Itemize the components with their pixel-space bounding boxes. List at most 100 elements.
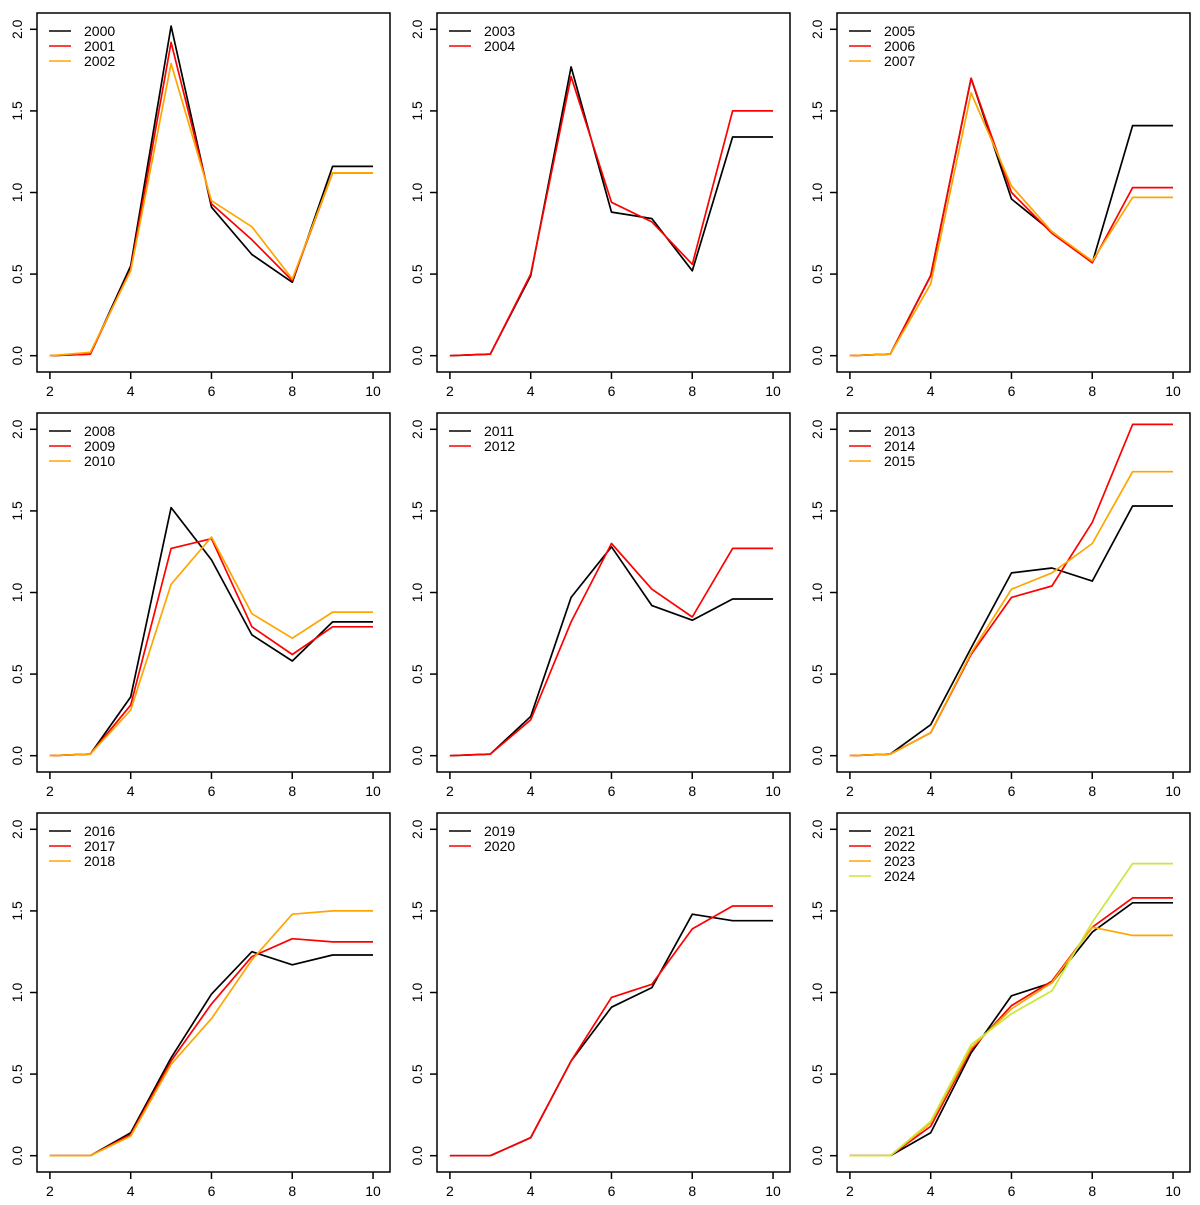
x-tick-label: 2 [846, 383, 854, 399]
x-tick-label: 8 [1088, 383, 1096, 399]
series-line-2011 [449, 545, 773, 757]
x-tick-label: 4 [927, 1183, 935, 1199]
chart-panel: 2 4 6 8 10 0.0 0.5 1.0 1.5 2.0 2021 2022 2023 2024 [800, 800, 1200, 1200]
series-line-2005 [849, 77, 1173, 357]
y-tick-label: 0.5 [409, 264, 425, 284]
series-line-2015 [849, 470, 1173, 757]
series-line-2002 [49, 62, 373, 357]
x-tick-label: 6 [1008, 783, 1016, 799]
x-tick-label: 6 [608, 1183, 616, 1199]
series-line-2010 [49, 536, 373, 757]
y-tick-label: 1.0 [809, 183, 825, 203]
x-tick-label: 10 [1165, 383, 1181, 399]
x-tick-label: 4 [927, 783, 935, 799]
y-tick-label: 0.0 [9, 1146, 25, 1166]
legend-label-2011: 2011 [484, 423, 514, 439]
y-tick-label: 1.5 [409, 101, 425, 121]
series-line-2024 [849, 862, 1173, 1157]
x-tick-label: 10 [765, 383, 781, 399]
x-tick-label: 2 [846, 1183, 854, 1199]
x-tick-label: 2 [846, 783, 854, 799]
plot-box [436, 812, 791, 1173]
x-tick-label: 8 [288, 383, 296, 399]
y-tick-label: 2.0 [9, 819, 25, 839]
legend-label-2007: 2007 [884, 53, 915, 69]
series-line-2021 [849, 901, 1173, 1157]
y-tick-label: 2.0 [409, 819, 425, 839]
legend-label-2002: 2002 [84, 53, 115, 69]
x-tick-label: 4 [527, 383, 535, 399]
chart-panel: 2 4 6 8 10 0.0 0.5 1.0 1.5 2.0 2011 2012 [400, 400, 800, 800]
legend-label-2017: 2017 [84, 838, 115, 854]
x-tick-label: 6 [1008, 383, 1016, 399]
x-tick-label: 6 [208, 783, 216, 799]
x-tick-label: 6 [608, 783, 616, 799]
y-tick-label: 0.5 [809, 664, 825, 684]
x-tick-label: 2 [46, 383, 54, 399]
x-tick-label: 2 [446, 783, 454, 799]
legend-label-2019: 2019 [484, 823, 515, 839]
x-tick-label: 4 [127, 383, 135, 399]
series-line-2007 [849, 92, 1173, 357]
y-tick-label: 1.0 [9, 583, 25, 603]
legend-label-2000: 2000 [84, 23, 115, 39]
x-tick-label: 4 [527, 783, 535, 799]
plot-box [436, 12, 791, 373]
x-tick-label: 10 [1165, 783, 1181, 799]
y-tick-label: 2.0 [809, 819, 825, 839]
y-tick-label: 1.0 [809, 583, 825, 603]
y-tick-label: 1.0 [409, 183, 425, 203]
chart-panel: 2 4 6 8 10 0.0 0.5 1.0 1.5 2.0 2016 2017 2018 [0, 800, 400, 1200]
y-tick-label: 0.0 [409, 746, 425, 766]
legend-label-2004: 2004 [484, 38, 515, 54]
legend-label-2009: 2009 [84, 438, 115, 454]
legend-label-2020: 2020 [484, 838, 515, 854]
series-line-2020 [449, 905, 773, 1157]
series-line-2013 [849, 505, 1173, 757]
y-tick-label: 0.5 [409, 664, 425, 684]
y-tick-label: 0.5 [9, 1064, 25, 1084]
y-tick-label: 1.0 [809, 983, 825, 1003]
legend-label-2012: 2012 [484, 438, 515, 454]
x-tick-label: 8 [688, 783, 696, 799]
x-tick-label: 10 [765, 1183, 781, 1199]
x-tick-label: 8 [288, 783, 296, 799]
y-tick-label: 2.0 [409, 19, 425, 39]
legend-label-2018: 2018 [84, 853, 115, 869]
y-tick-label: 0.5 [9, 664, 25, 684]
x-tick-label: 10 [365, 1183, 381, 1199]
x-tick-label: 6 [208, 1183, 216, 1199]
legend-label-2005: 2005 [884, 23, 915, 39]
y-tick-label: 0.0 [809, 746, 825, 766]
chart-panel: 2 4 6 8 10 0.0 0.5 1.0 1.5 2.0 2013 2014 2015 [800, 400, 1200, 800]
chart-panel: 2 4 6 8 10 0.0 0.5 1.0 1.5 2.0 2003 2004 [400, 0, 800, 400]
x-tick-label: 2 [446, 1183, 454, 1199]
legend-label-2015: 2015 [884, 453, 915, 469]
plot-box [436, 412, 791, 773]
chart-panel: 2 4 6 8 10 0.0 0.5 1.0 1.5 2.0 2000 2001 2002 [0, 0, 400, 400]
x-tick-label: 4 [527, 1183, 535, 1199]
x-tick-label: 8 [288, 1183, 296, 1199]
series-line-2009 [49, 537, 373, 757]
series-line-2008 [49, 506, 373, 757]
y-tick-label: 1.5 [409, 901, 425, 921]
x-tick-label: 4 [927, 383, 935, 399]
y-tick-label: 0.0 [809, 346, 825, 366]
series-line-2012 [449, 542, 773, 757]
x-tick-label: 6 [608, 383, 616, 399]
series-line-2017 [49, 937, 373, 1157]
legend-label-2010: 2010 [84, 453, 115, 469]
series-line-2022 [849, 897, 1173, 1157]
legend-label-2016: 2016 [84, 823, 115, 839]
x-tick-label: 10 [365, 783, 381, 799]
legend-label-2021: 2021 [884, 823, 915, 839]
legend-label-2003: 2003 [484, 23, 515, 39]
x-tick-label: 8 [688, 1183, 696, 1199]
y-tick-label: 2.0 [809, 19, 825, 39]
y-tick-label: 0.0 [9, 346, 25, 366]
chart-panel: 2 4 6 8 10 0.0 0.5 1.0 1.5 2.0 2005 2006 2007 [800, 0, 1200, 400]
y-tick-label: 0.5 [809, 264, 825, 284]
